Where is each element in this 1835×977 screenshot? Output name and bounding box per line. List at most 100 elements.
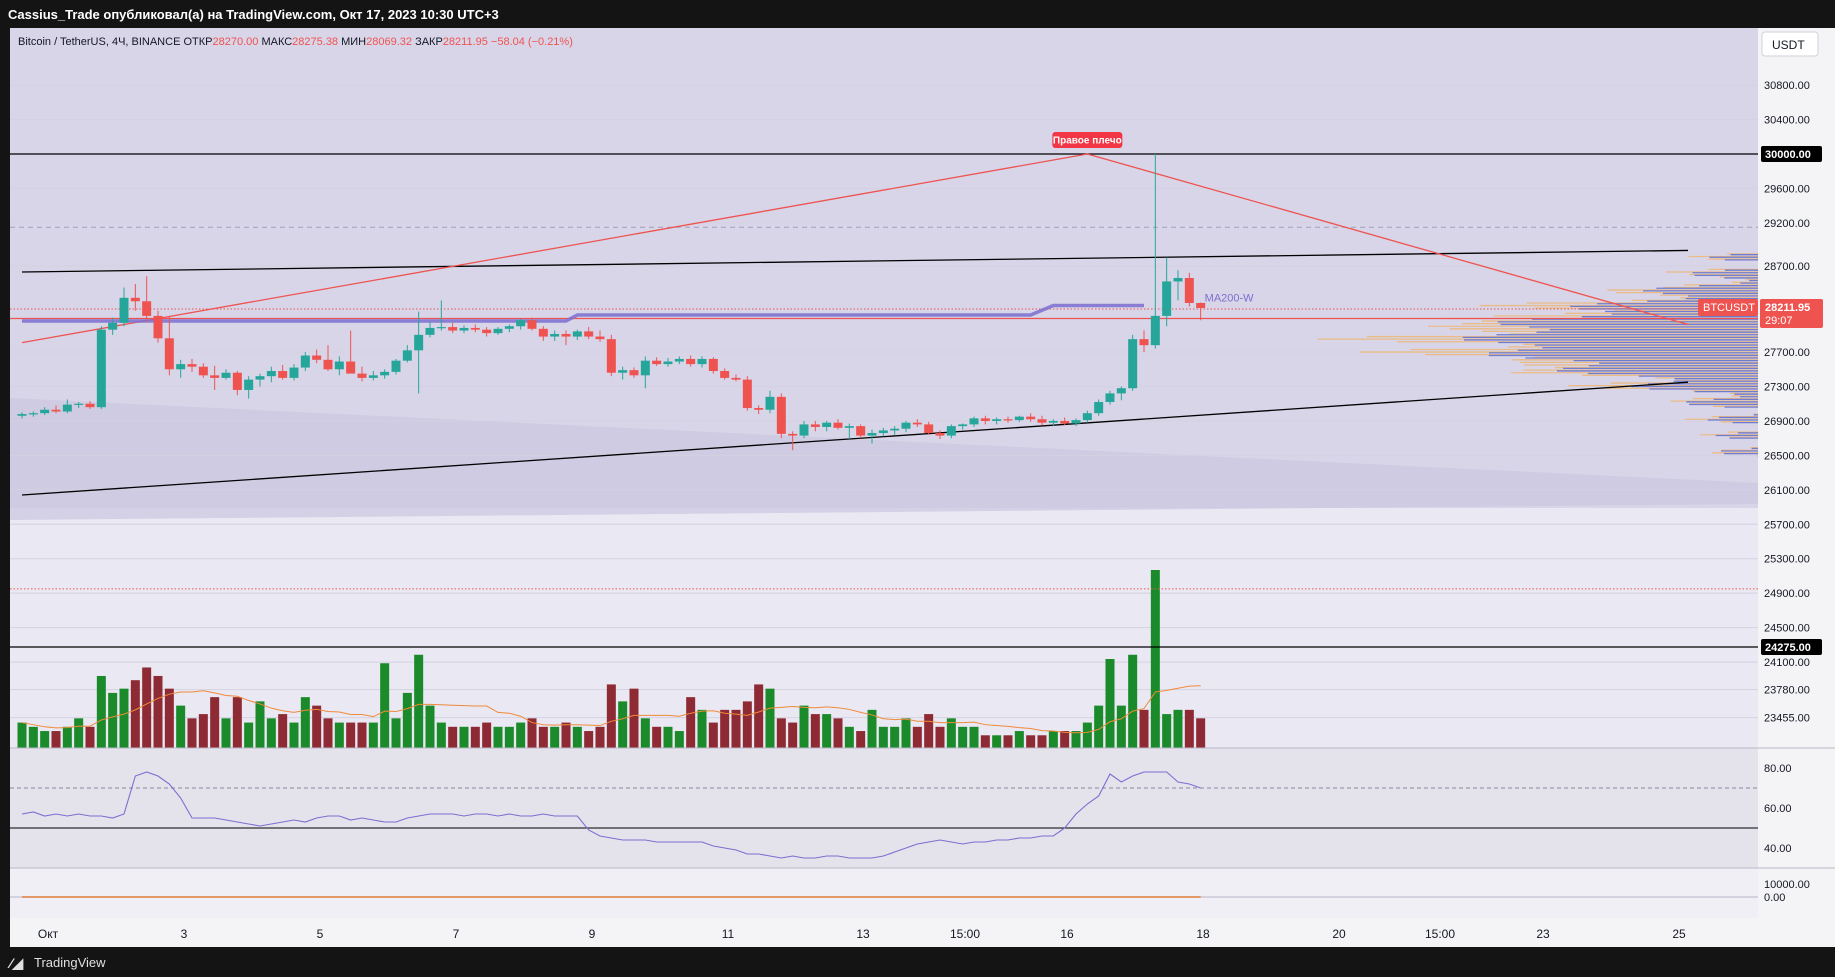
legend-high-label: МАКС <box>261 36 292 48</box>
volume-bar <box>1026 735 1036 748</box>
candle-body <box>776 396 786 434</box>
candle-body <box>232 372 242 390</box>
volume-bar <box>822 714 832 748</box>
candle-body <box>606 339 616 373</box>
candle-body <box>856 426 866 436</box>
lower-indicator-pane <box>10 747 1835 898</box>
volume-bar <box>1071 731 1081 748</box>
ohlc-legend: Bitcoin / TetherUS, 4Ч, BINANCE ОТКР2827… <box>18 36 573 48</box>
candle-body <box>1139 339 1149 346</box>
candle-body <box>584 331 594 337</box>
volume-bar <box>527 718 537 748</box>
candle-body <box>550 333 560 337</box>
volume-bar <box>810 714 820 748</box>
legend-high-value: 28275.38 <box>292 36 341 48</box>
volume-bar <box>890 726 900 748</box>
candle-body <box>833 422 843 428</box>
trend-line-pattern-right <box>1087 153 1689 326</box>
candle-body <box>844 426 854 428</box>
candle-body <box>323 359 333 370</box>
legend-change-value: −58.04 (−0.21%) <box>491 36 573 48</box>
candle-body <box>946 426 956 436</box>
candle-body <box>527 320 537 329</box>
candle-body <box>1162 281 1172 316</box>
candle-body <box>924 424 934 434</box>
volume-bar <box>618 701 628 748</box>
price-tick-label: 24100.00 <box>1764 657 1810 669</box>
rsi-tick-label: 60.00 <box>1764 803 1792 815</box>
footer: ⁄◢ TradingView <box>0 947 1835 977</box>
volume-bar <box>414 654 424 748</box>
candle-body <box>504 326 514 329</box>
volume-bar <box>482 722 492 748</box>
candle-body <box>822 422 832 427</box>
price-axis: 30800.00 30400.00 29600.00 29200.00 28700.00… <box>1698 31 1823 904</box>
candle-body <box>935 433 945 436</box>
volume-bar <box>51 731 61 748</box>
volume-bar <box>1116 705 1126 748</box>
candle-body <box>1105 393 1115 403</box>
legend-open-value: 28270.00 <box>213 36 262 48</box>
volume-bar <box>958 726 968 748</box>
candle-body <box>289 367 299 378</box>
time-tick-label: 11 <box>722 927 735 941</box>
candle-body <box>708 358 718 372</box>
price-tick-label: 24500.00 <box>1764 623 1810 635</box>
volume-bar <box>754 684 764 748</box>
volume-bar <box>561 722 571 748</box>
volume-bar <box>164 688 174 748</box>
price-tick-label: 26100.00 <box>1764 485 1810 497</box>
volume-bar <box>856 731 866 748</box>
price-tick-label: 25300.00 <box>1764 554 1810 566</box>
volume-bar <box>844 726 854 748</box>
candle-body <box>765 396 775 410</box>
candle-body <box>448 327 458 331</box>
volume-bar <box>493 726 503 748</box>
tradingview-logo-text[interactable]: TradingView <box>34 955 106 970</box>
candle-body <box>402 350 412 361</box>
volume-bar <box>686 697 696 748</box>
volume-bar <box>663 726 673 748</box>
volume-bar <box>1003 735 1013 748</box>
tradingview-logo-icon[interactable]: ⁄◢ <box>10 955 24 971</box>
volume-bar <box>538 726 548 748</box>
candle-body <box>618 370 628 373</box>
volume-bar <box>980 735 990 748</box>
volume-bar <box>1048 731 1058 748</box>
volume-bar <box>17 722 27 748</box>
legend-symbol: Bitcoin / TetherUS, 4Ч, BINANCE <box>18 36 183 48</box>
candle-body <box>119 297 129 323</box>
price-tag-label: 30000.00 <box>1765 149 1811 161</box>
volume-bar <box>572 726 582 748</box>
time-tick-label: 25 <box>1672 927 1686 941</box>
symbol-tag-label: BTCUSDT <box>1703 302 1755 314</box>
candle-body <box>516 320 526 327</box>
lower-tick-label: 0.00 <box>1764 892 1785 904</box>
price-tag-box <box>1761 146 1822 162</box>
candle-body <box>1082 413 1092 421</box>
candle-body <box>1128 339 1138 389</box>
candle-body <box>890 428 900 431</box>
candle-body <box>459 327 469 331</box>
volume-bar <box>708 722 718 748</box>
candle-body <box>312 355 322 360</box>
candle-body <box>742 379 752 409</box>
volume-bar <box>901 718 911 748</box>
candle-body <box>561 333 571 337</box>
candle-body <box>538 328 548 337</box>
price-tick-label: 26900.00 <box>1764 416 1810 428</box>
volume-bar <box>346 722 356 748</box>
candle-body <box>482 329 492 334</box>
volume-bar <box>278 714 288 748</box>
volume-bar <box>244 722 254 748</box>
candle-body <box>85 403 95 408</box>
time-tick-label: 13 <box>856 927 870 941</box>
time-axis-background <box>10 918 1758 947</box>
volume-bar <box>788 722 798 748</box>
price-chart[interactable]: 30800.00 30400.00 29600.00 29200.00 28700.00… <box>0 28 1835 947</box>
volume-bar <box>391 718 401 748</box>
legend-low-value: 28069.32 <box>366 36 415 48</box>
candle-body <box>1003 419 1013 421</box>
legend: Bitcoin / TetherUS, 4Ч, BINANCE ОТКР2827… <box>18 36 573 48</box>
candle-body <box>1048 420 1058 423</box>
